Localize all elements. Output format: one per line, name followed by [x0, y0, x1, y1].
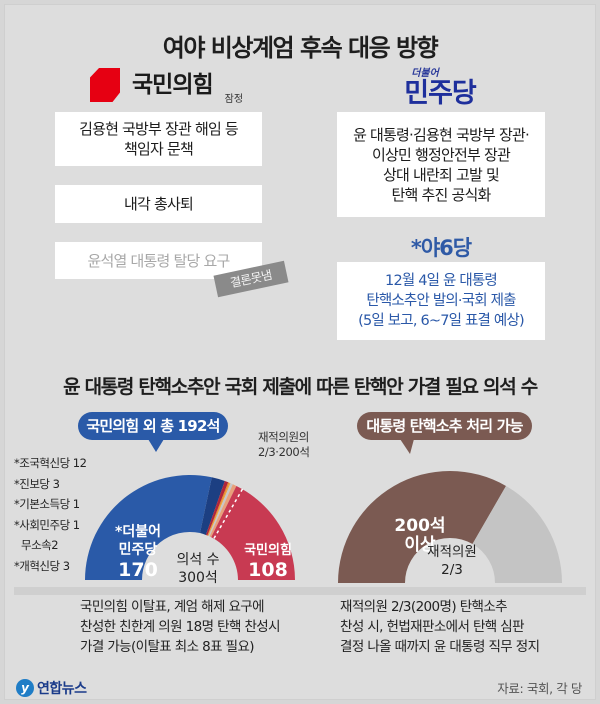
- opposition-six-parties-label: *야6당: [410, 236, 472, 260]
- ppp-tentative-tag: 잠정: [224, 94, 244, 105]
- opposition-item-line2: 탄핵소추안 발의·국회 제출: [366, 293, 516, 309]
- dp-logo-small-text: 더불어: [411, 68, 439, 79]
- left-chart-bubble: 국민의힘 외 총 192석: [78, 412, 228, 440]
- dp-item-1: 윤 대통령·김용현 국방부 장관· 이상민 행정안전부 장관 상대 내란죄 고발…: [337, 112, 545, 217]
- note-right-line: 결정 나올 때까지 윤 대통령 직무 정지: [340, 639, 540, 655]
- ppp-item-3-line1: 윤석열 대통령 탈당 요구: [87, 251, 231, 270]
- note-right-line: 찬성 시, 헌법재판소에서 탄핵 심판: [340, 619, 525, 635]
- dp-item-1-line2: 이상민 행정안전부 장관: [372, 145, 511, 164]
- ppp-item-2: 내각 총사퇴: [55, 185, 262, 223]
- note-right: 재적의원 2/3(200명) 탄핵소추 찬성 시, 헌법재판소에서 탄핵 심판 …: [340, 597, 590, 657]
- slice-rebuilding-korea: [200, 477, 225, 535]
- legend-item: *개혁신당 3: [14, 558, 70, 573]
- right-center-label-1: 재적의원: [427, 544, 477, 560]
- opposition-item: 12월 4일 윤 대통령 탄핵소추안 발의·국회 제출 (5일 보고, 6~7일…: [337, 262, 545, 340]
- slice-social-democratic-party: [208, 482, 231, 536]
- page-title: 여야 비상계엄 후속 대응 방향: [162, 34, 439, 62]
- opposition-item-line1: 12월 4일 윤 대통령: [385, 273, 498, 289]
- dp-label-1: *더불어: [115, 523, 161, 540]
- ppp-value: 108: [248, 559, 288, 581]
- ppp-item-1: 김용현 국방부 장관 해임 등 책임자 문책: [55, 112, 262, 166]
- note-right-line: 재적의원 2/3(200명) 탄핵소추: [340, 599, 508, 615]
- left-seat-chart: *더불어 민주당 170 국민의힘 108 의석 수 300석: [85, 475, 295, 586]
- legend-item: *사회민주당 1: [14, 517, 80, 532]
- bubble-tail-brown: [400, 439, 414, 454]
- ppp-item-2-line1: 내각 총사퇴: [124, 195, 194, 213]
- note-left-line: 국민의힘 이탈표, 계엄 해제 요구에: [80, 599, 265, 615]
- dp-item-1-line3: 상대 내란죄 고발 및: [383, 165, 500, 184]
- yonhap-logo: y 연합뉴스: [16, 678, 87, 698]
- yonhap-brand: 연합뉴스: [37, 681, 87, 697]
- yonhap-globe-icon: y: [16, 679, 34, 697]
- right-chart-bubble: 대통령 탄핵소추 처리 가능: [357, 412, 532, 440]
- dp-logo-text: 민주당: [404, 78, 477, 109]
- note-left-line: 가결 가능(이탈표 최소 8표 필요): [80, 639, 255, 655]
- slice-people-power-party: [211, 486, 295, 580]
- slice-two-thirds: [338, 470, 506, 583]
- threshold-label: 재적의원의 2/3·200석: [258, 430, 310, 460]
- dp-logo: 더불어 민주당: [380, 68, 500, 109]
- slice-basic-income-party: [207, 482, 230, 536]
- minor-party-legend: *조국혁신당 12 *진보당 3 *기본소득당 1 *사회민주당 1 무소속2 …: [14, 453, 87, 576]
- slice-progressive-party: [205, 481, 229, 536]
- ppp-item-1-line2: 책임자 문책: [124, 140, 194, 158]
- note-left-line: 찬성한 친한계 의원 18명 탄핵 찬성시: [80, 619, 281, 635]
- slice-reform-party: [209, 484, 237, 538]
- ppp-item-1-line1: 김용현 국방부 장관 해임 등: [79, 120, 239, 138]
- ppp-logo: 국민의힘 잠정: [90, 68, 243, 105]
- slice-democratic-party: [85, 475, 212, 580]
- dp-item-1-line4: 탄핵 추진 공식화: [391, 185, 492, 204]
- seat-charts: *더불어 민주당 170 국민의힘 108 의석 수 300석 200석 이상 …: [85, 439, 562, 586]
- legend-item: *진보당 3: [14, 476, 60, 491]
- legend-item: *기본소득당 1: [14, 497, 80, 511]
- right-center-label-2: 2/3: [441, 562, 463, 578]
- ppp-label: 국민의힘: [244, 542, 292, 558]
- legend-item: 무소속2: [21, 538, 59, 552]
- dp-value: 170: [118, 559, 158, 581]
- opposition-item-line3: (5일 보고, 6~7일 표결 예상): [358, 313, 525, 329]
- threshold-label-line1: 재적의원의: [258, 430, 309, 444]
- right-label-1: 200석: [394, 516, 445, 536]
- legend-item: *조국혁신당 12: [14, 456, 87, 470]
- divider: [14, 587, 586, 595]
- right-label-2: 이상: [404, 535, 436, 555]
- center-label-1: 의석 수: [176, 552, 219, 568]
- ppp-logo-text: 국민의힘: [132, 72, 214, 98]
- ppp-item-3: 윤석열 대통령 탈당 요구: [55, 242, 262, 279]
- dp-label-2: 민주당: [119, 541, 158, 558]
- ppp-logo-mark-icon: [90, 68, 120, 102]
- slice-remainder: [472, 486, 562, 583]
- bubble-tail-blue: [148, 439, 164, 452]
- note-left: 국민의힘 이탈표, 계엄 해제 요구에 찬성한 친한계 의원 18명 탄핵 찬성…: [80, 597, 330, 657]
- slice-independents: [208, 483, 233, 537]
- threshold-label-line2: 2/3·200석: [258, 445, 310, 459]
- section-title: 윤 대통령 탄핵소추안 국회 제출에 따른 탄핵안 가결 필요 의석 수: [63, 376, 538, 398]
- center-label-2: 300석: [178, 570, 218, 586]
- source-credit: 자료: 국회, 각 당: [497, 681, 582, 696]
- dp-item-1-line1: 윤 대통령·김용현 국방부 장관·: [353, 125, 530, 144]
- right-seat-chart: 200석 이상 재적의원 2/3: [338, 470, 562, 583]
